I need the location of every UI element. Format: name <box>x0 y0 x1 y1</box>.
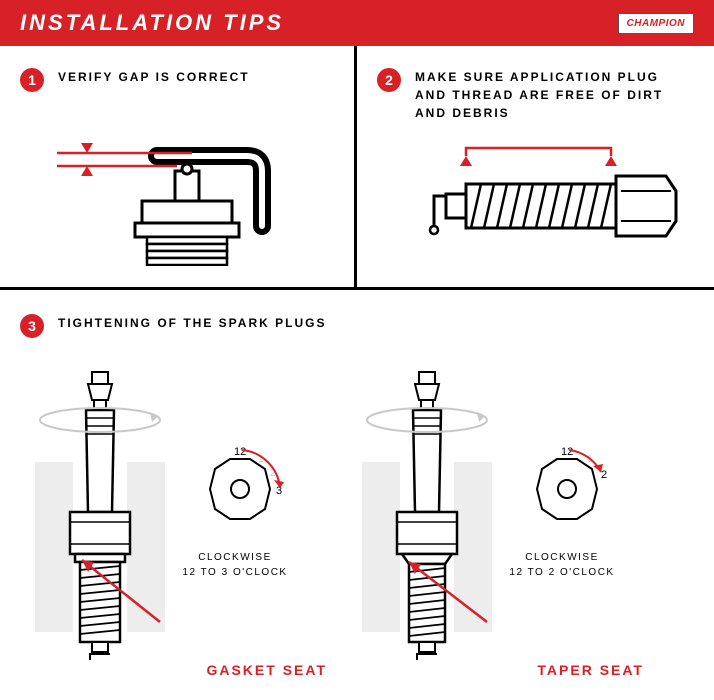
clock2-svg: 12 1 2 <box>507 444 617 544</box>
clock2-cap-1: CLOCKWISE <box>525 552 599 563</box>
top-row: 1 Verify gap is correct <box>0 46 714 290</box>
svg-text:12: 12 <box>561 446 573 458</box>
clock1-svg: 12 1 2 3 <box>180 444 290 544</box>
step-1-text: Verify gap is correct <box>58 68 250 86</box>
step-3-head: 3 Tightening of the spark plugs <box>20 314 694 338</box>
step-number-2: 2 <box>377 68 401 92</box>
step-1-head: 1 Verify gap is correct <box>20 68 334 92</box>
panel-verify-gap: 1 Verify gap is correct <box>0 46 357 287</box>
clock2-caption: CLOCKWISE 12 TO 2 O'CLOCK <box>509 550 614 580</box>
tightening-row: 12 1 2 3 CLOCKWISE 12 TO 3 O'CLOCK GASKE… <box>20 352 694 672</box>
gasket-seat-label: GASKET SEAT <box>206 662 327 678</box>
clock1-caption: CLOCKWISE 12 TO 3 O'CLOCK <box>182 550 287 580</box>
gasket-plug-svg <box>30 362 170 662</box>
thread-svg <box>386 136 686 276</box>
clock1-cap-2: 12 TO 3 O'CLOCK <box>182 567 287 578</box>
header-title: INSTALLATION TIPS <box>20 10 284 36</box>
thread-illustration <box>377 136 694 276</box>
clock2-cap-2: 12 TO 2 O'CLOCK <box>509 567 614 578</box>
panel-clean-thread: 2 Make sure application plug and thread … <box>357 46 714 287</box>
panel-tightening: 3 Tightening of the spark plugs <box>0 290 714 696</box>
gap-svg <box>47 106 307 266</box>
step-3-text: Tightening of the spark plugs <box>58 314 326 332</box>
header-bar: INSTALLATION TIPS CHAMPION <box>0 0 714 46</box>
clock-gasket: 12 1 2 3 CLOCKWISE 12 TO 3 O'CLOCK <box>180 444 290 580</box>
taper-seat-column: 12 1 2 CLOCKWISE 12 TO 2 O'CLOCK TAPER S… <box>357 352 684 672</box>
step-2-head: 2 Make sure application plug and thread … <box>377 68 694 122</box>
svg-text:12: 12 <box>234 446 246 458</box>
champion-logo: CHAMPION <box>618 13 694 34</box>
gasket-seat-column: 12 1 2 3 CLOCKWISE 12 TO 3 O'CLOCK GASKE… <box>30 352 357 672</box>
gap-illustration <box>20 106 334 266</box>
svg-text:2: 2 <box>601 469 607 481</box>
step-2-text: Make sure application plug and thread ar… <box>415 68 694 122</box>
clock-taper: 12 1 2 CLOCKWISE 12 TO 2 O'CLOCK <box>507 444 617 580</box>
step-number-1: 1 <box>20 68 44 92</box>
taper-seat-label: TAPER SEAT <box>537 662 644 678</box>
taper-plug-svg <box>357 362 497 662</box>
step-number-3: 3 <box>20 314 44 338</box>
clock1-cap-1: CLOCKWISE <box>198 552 272 563</box>
